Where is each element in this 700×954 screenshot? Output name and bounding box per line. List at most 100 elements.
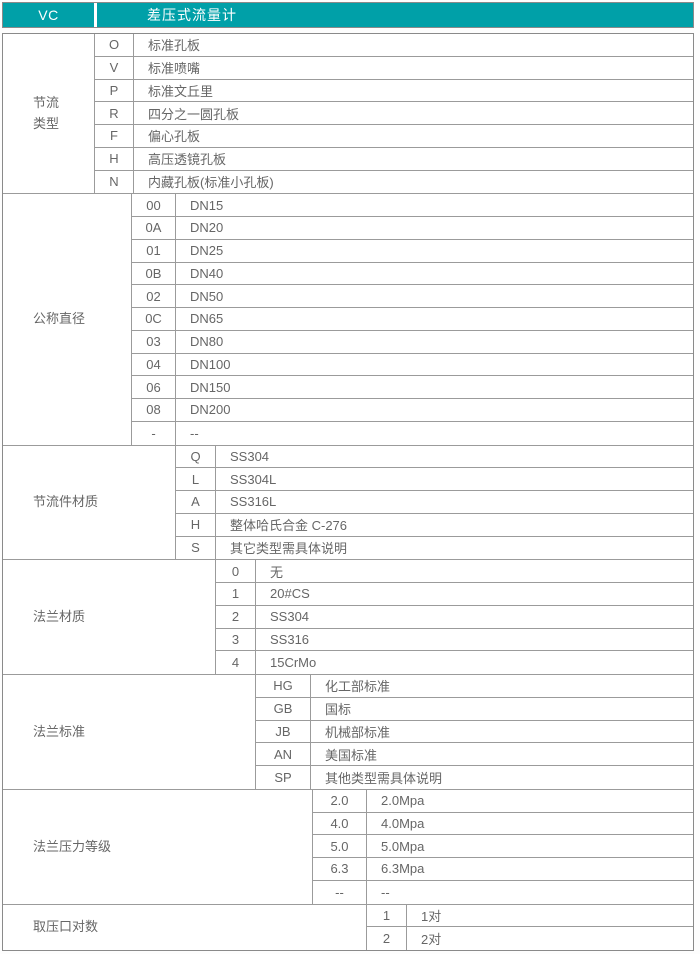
option-code: 0B (132, 262, 176, 285)
option-desc: DN50 (190, 288, 224, 304)
table-row: 02 DN50 (132, 285, 693, 308)
option-desc: SS316L (230, 494, 277, 510)
option-code: V (95, 56, 134, 79)
section-flange-pressure-rating: 法兰压力等级 2.0 2.0Mpa 4.0 4.0Mpa 5.0 5.0Mpa 6.3… (3, 789, 693, 905)
table-row: JB 机械部标准 (256, 720, 693, 744)
table-row: V 标准喷嘴 (95, 56, 693, 80)
option-code: SP (256, 766, 311, 789)
table-row: 03 DN80 (132, 330, 693, 354)
option-desc: 20#CS (270, 586, 310, 602)
option-code: R (95, 102, 134, 124)
option-desc: 国标 (325, 702, 352, 718)
option-code: 00 (132, 194, 176, 216)
section-label: 节流件材质 (3, 445, 176, 560)
option-desc: 2.0Mpa (381, 793, 425, 809)
option-code: -- (313, 880, 367, 904)
option-desc: DN100 (190, 356, 231, 372)
table-row: 04 DN100 (132, 353, 693, 377)
option-code: 0 (216, 560, 256, 582)
option-desc: 4.0Mpa (381, 815, 425, 831)
option-desc: 机械部标准 (325, 724, 391, 740)
section-flange-standard: 法兰标准 HG 化工部标准 GB 国标 JB 机械部标准 AN 美国标准 SP 其他类型需… (3, 675, 693, 790)
option-desc: DN150 (190, 379, 231, 395)
section-label: 公称直径 (3, 194, 132, 445)
table-row: -- -- (313, 880, 693, 904)
option-code: 1 (216, 583, 256, 605)
option-desc: 化工部标准 (325, 679, 391, 695)
option-desc: 标准喷嘴 (148, 61, 201, 77)
option-code: 03 (132, 330, 176, 353)
table-row: O 标准孔板 (95, 34, 693, 57)
option-desc: DN200 (190, 402, 231, 418)
table-row: 0A DN20 (132, 217, 693, 240)
table-row: H 整体哈氏合金 C-276 (176, 513, 693, 537)
option-desc: SS304 (270, 609, 310, 625)
table-row: 6.3 6.3Mpa (313, 858, 693, 881)
table-row: 4 15CrMo (216, 651, 693, 674)
option-code: L (176, 468, 216, 490)
option-code: 06 (132, 376, 176, 398)
table-row: N 内藏孔板(标准小孔板) (95, 170, 693, 194)
table-row: 0B DN40 (132, 262, 693, 286)
option-code: 0A (132, 217, 176, 239)
product-title: 差压式流量计 (147, 7, 237, 23)
table-row: SP 其他类型需具体说明 (256, 766, 693, 789)
option-code: O (95, 34, 134, 56)
table-row: A SS316L (176, 491, 693, 514)
section-rows: 1 1对 2 2对 (367, 904, 693, 950)
section-rows: 00 DN15 0A DN20 01 DN25 0B DN40 02 DN50 0C DN6… (132, 194, 693, 445)
table-row: P 标准文丘里 (95, 79, 693, 103)
option-desc: 标准文丘里 (148, 83, 214, 99)
option-code: 2 (367, 927, 407, 950)
option-desc: 美国标准 (325, 747, 378, 763)
table-row: 3 SS316 (216, 628, 693, 652)
option-desc: DN40 (190, 265, 224, 281)
option-code: AN (256, 743, 311, 765)
option-code: F (95, 125, 134, 147)
option-code: 2 (216, 605, 256, 628)
option-desc: 整体哈氏合金 C-276 (230, 518, 348, 534)
option-desc: 6.3Mpa (381, 861, 425, 877)
option-code: 1 (367, 904, 407, 927)
table-row: H 高压透镜孔板 (95, 147, 693, 171)
option-code: P (95, 79, 134, 102)
option-desc: 15CrMo (270, 655, 317, 671)
option-code: 4.0 (313, 812, 367, 835)
table-row: HG 化工部标准 (256, 675, 693, 698)
option-code: 3 (216, 628, 256, 651)
option-code: 5.0 (313, 835, 367, 857)
option-desc: 内藏孔板(标准小孔板) (148, 175, 274, 191)
table-row: S 其它类型需具体说明 (176, 536, 693, 560)
option-code: N (95, 170, 134, 194)
option-code: HG (256, 675, 311, 697)
section-throttle-type: 节流 类型 O 标准孔板 V 标准喷嘴 P 标准文丘里 R 四分之一圆孔板 F 偏心孔板 … (3, 34, 693, 195)
option-code: Q (176, 445, 216, 468)
table-row: L SS304L (176, 468, 693, 491)
table-row: Q SS304 (176, 445, 693, 469)
option-code: GB (256, 697, 311, 720)
table-header-band: VC 差压式流量计 (2, 2, 694, 28)
section-rows: HG 化工部标准 GB 国标 JB 机械部标准 AN 美国标准 SP 其他类型需具体说明 (256, 675, 693, 789)
option-desc: DN80 (190, 334, 224, 350)
option-code: 0C (132, 308, 176, 330)
section-throttle-material: 节流件材质 Q SS304 L SS304L A SS316L H 整体哈氏合金 C-2… (3, 445, 693, 561)
option-desc: 标准孔板 (148, 38, 201, 54)
option-desc: -- (381, 884, 390, 900)
section-label: 法兰标准 (3, 675, 256, 789)
section-rows: O 标准孔板 V 标准喷嘴 P 标准文丘里 R 四分之一圆孔板 F 偏心孔板 H 高压透镜孔… (95, 34, 693, 194)
option-code: JB (256, 720, 311, 743)
table-row: 2 SS304 (216, 605, 693, 629)
option-desc: DN25 (190, 243, 224, 259)
section-label: 法兰压力等级 (3, 789, 313, 904)
table-row: R 四分之一圆孔板 (95, 102, 693, 125)
table-row: 0C DN65 (132, 308, 693, 331)
option-desc: 2对 (421, 932, 442, 948)
option-desc: 偏心孔板 (148, 129, 201, 145)
table-row: 01 DN25 (132, 239, 693, 263)
table-row: - -- (132, 421, 693, 445)
option-desc: DN65 (190, 311, 224, 327)
option-desc: DN15 (190, 197, 224, 213)
table-row: F 偏心孔板 (95, 125, 693, 148)
